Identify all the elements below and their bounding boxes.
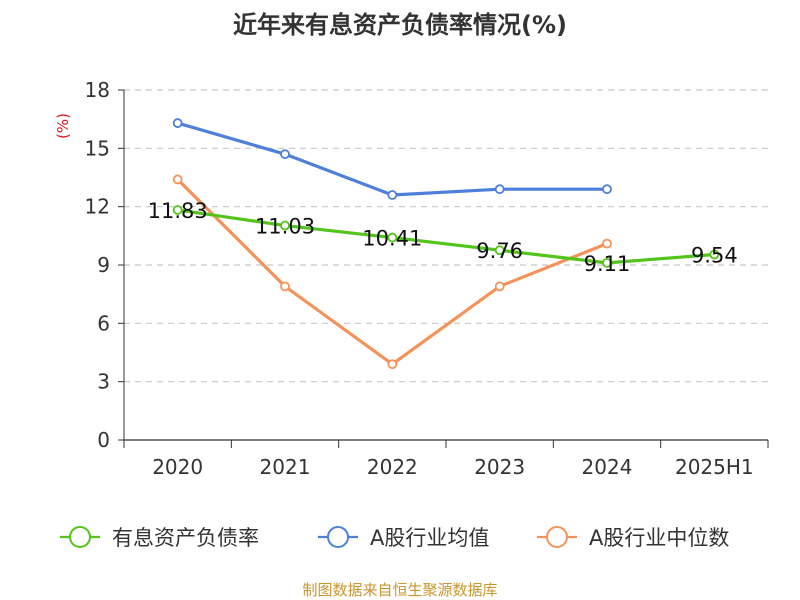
series-line-1 (177, 121, 607, 197)
y-axis-label: (%) (54, 113, 72, 139)
series-lines (172, 118, 720, 370)
data-point[interactable] (494, 184, 505, 195)
data-point[interactable] (280, 220, 290, 231)
legend: 有息资产负债率 A股行业均值 A股行业中位数 (60, 526, 729, 550)
data-label: 11.03 (255, 215, 315, 239)
data-point[interactable] (494, 245, 505, 256)
legend-label: A股行业中位数 (589, 526, 729, 550)
axes: 0 3 6 9 12 15 18 2020 2021 2022 2023 2024 2025H1 (85, 78, 769, 479)
y-tick-label: 9 (97, 253, 110, 277)
data-point[interactable] (494, 281, 505, 292)
data-point[interactable] (172, 174, 183, 185)
data-label: 9.54 (691, 244, 738, 268)
source-note: 制图数据来自恒生聚源数据库 (302, 581, 497, 599)
data-point[interactable] (602, 184, 612, 195)
data-point[interactable] (602, 257, 612, 268)
legend-item[interactable]: A股行业中位数 (537, 526, 729, 550)
y-tick-label: 3 (97, 370, 110, 394)
x-tick-label: 2021 (260, 455, 311, 479)
data-point[interactable] (387, 232, 398, 243)
x-tick-label: 2020 (152, 455, 203, 479)
x-tick-label: 2024 (582, 455, 633, 479)
data-point[interactable] (709, 249, 720, 260)
data-labels: 11.83 11.03 10.41 9.76 9.11 9.54 (148, 199, 738, 276)
data-point[interactable] (280, 149, 290, 160)
legend-marker (546, 526, 568, 548)
data-point[interactable] (172, 118, 183, 128)
data-point[interactable] (280, 281, 290, 292)
data-label: 11.83 (148, 199, 208, 223)
y-tick-label: 18 (85, 78, 110, 102)
series-line-0 (177, 208, 715, 265)
y-tick-label: 12 (85, 195, 110, 219)
y-tick-label: 0 (97, 428, 110, 452)
x-tick-label: 2025H1 (675, 455, 754, 479)
data-point[interactable] (387, 359, 398, 370)
legend-item[interactable]: A股行业均值 (318, 526, 489, 550)
x-tick-label: 2023 (474, 455, 525, 479)
grid-lines (124, 89, 768, 383)
legend-marker (327, 526, 349, 548)
y-tick-label: 15 (85, 136, 110, 160)
legend-label: A股行业均值 (370, 526, 489, 550)
data-point[interactable] (172, 205, 183, 215)
data-point[interactable] (602, 238, 612, 249)
legend-label: 有息资产负债率 (112, 526, 259, 550)
x-tick-label: 2022 (367, 455, 418, 479)
data-label: 10.41 (362, 227, 422, 251)
legend-item[interactable]: 有息资产负债率 (60, 526, 259, 550)
y-tick-label: 6 (97, 311, 110, 335)
data-point[interactable] (387, 190, 398, 200)
data-label: 9.11 (584, 252, 631, 276)
data-label: 9.76 (476, 239, 523, 263)
legend-marker (69, 526, 91, 548)
chart-title: 近年来有息资产负债率情况(%) (233, 11, 567, 39)
